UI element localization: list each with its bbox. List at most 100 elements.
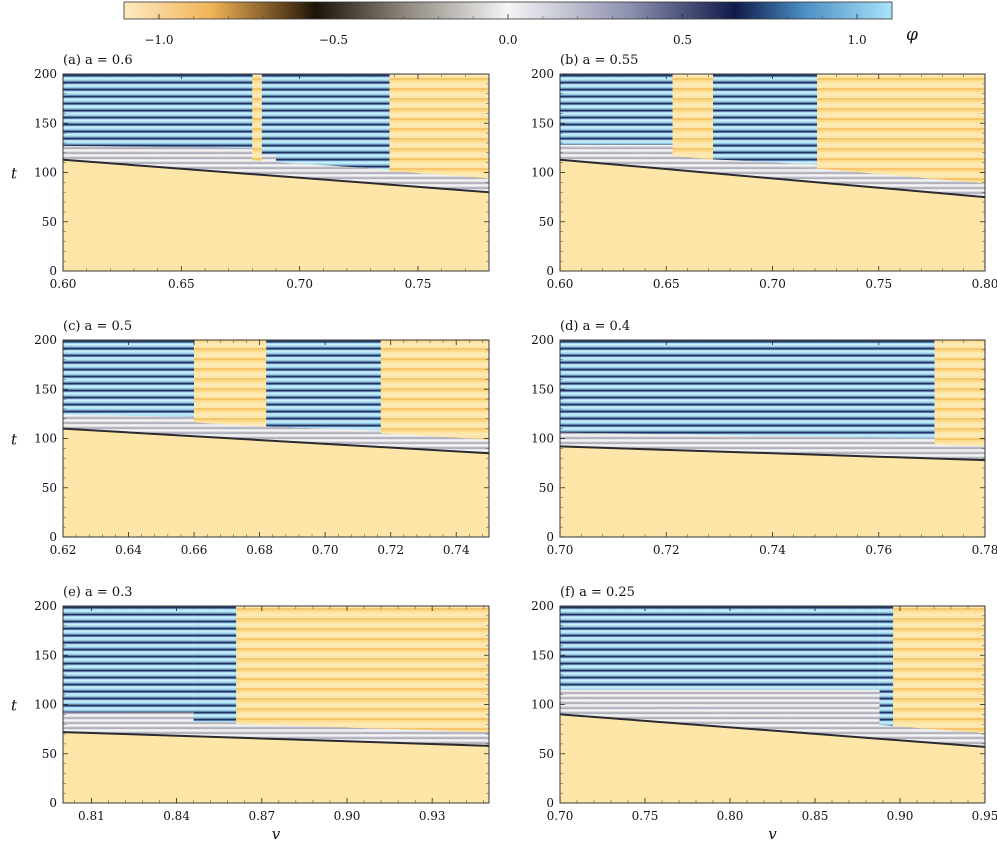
panel-c: 0.62 0.64 0.66 0.68 0.70 0.72 0.74 0 50 100 150 200… xyxy=(11,319,490,557)
ordered-domain xyxy=(389,74,489,179)
transition-band xyxy=(63,145,489,193)
x-tick-label: 0.87 xyxy=(248,809,275,823)
mixed-domain xyxy=(560,689,880,726)
ordered-domain xyxy=(934,340,985,447)
x-tick-label: 0.70 xyxy=(286,277,313,291)
ordered-domain xyxy=(252,74,262,162)
mixed-domain xyxy=(266,426,381,434)
striped-domain xyxy=(63,340,195,417)
x-tick-label: 0.72 xyxy=(377,543,404,557)
y-tick-label: 150 xyxy=(34,116,57,130)
striped-domain xyxy=(560,606,880,690)
x-tick-label: 0.95 xyxy=(972,809,997,823)
transition-band xyxy=(63,414,489,454)
y-tick-label: 0 xyxy=(546,530,554,544)
mixed-domain xyxy=(63,414,195,423)
x-tick-label: 0.74 xyxy=(443,543,470,557)
panel-b: 0.60 0.65 0.70 0.75 0.80 0 50 100 150 200 (b) a = … xyxy=(531,53,997,291)
transition-band xyxy=(63,718,489,746)
colorbar-tick-label: 1.0 xyxy=(848,33,867,47)
y-tick-label: 50 xyxy=(42,215,57,229)
y-tick-label: 150 xyxy=(531,648,554,662)
x-tick-label: 0.84 xyxy=(163,809,190,823)
x-axis-label: v xyxy=(272,825,281,843)
mixed-domain xyxy=(261,154,276,163)
x-tick-label: 0.70 xyxy=(759,277,786,291)
striped-domain xyxy=(560,340,935,439)
y-tick-label: 0 xyxy=(49,264,57,278)
x-tick-label: 0.80 xyxy=(972,277,997,291)
panel-a: 0.60 0.65 0.70 0.75 0 50 100 150 200 (a) a = 0.6 t xyxy=(11,53,490,291)
colorbar-tick-label: −1.0 xyxy=(144,33,173,47)
panel-title: (c) a = 0.5 xyxy=(63,319,132,334)
x-tick-label: 0.74 xyxy=(759,543,786,557)
x-tick-label: 0.64 xyxy=(115,543,142,557)
y-tick-label: 150 xyxy=(34,382,57,396)
panel-title: (d) a = 0.4 xyxy=(560,319,630,334)
striped-domain xyxy=(713,74,818,165)
y-tick-label: 200 xyxy=(531,67,554,81)
striped-domain xyxy=(63,74,253,148)
y-tick-label: 100 xyxy=(531,432,554,446)
x-tick-label: 0.70 xyxy=(547,809,574,823)
mixed-domain xyxy=(193,722,237,724)
y-tick-label: 200 xyxy=(531,333,554,347)
transition-band xyxy=(560,700,985,747)
x-tick-label: 0.75 xyxy=(405,277,432,291)
x-tick-label: 0.76 xyxy=(865,543,892,557)
y-tick-label: 100 xyxy=(531,698,554,712)
transition-band xyxy=(560,145,985,198)
y-tick-label: 200 xyxy=(34,67,57,81)
y-tick-label: 150 xyxy=(531,382,554,396)
mixed-domain xyxy=(713,159,818,169)
striped-domain xyxy=(63,606,194,713)
colorbar-label: φ xyxy=(906,25,918,45)
quench-front xyxy=(63,427,489,455)
y-tick-label: 50 xyxy=(42,747,57,761)
x-tick-label: 0.90 xyxy=(334,809,361,823)
x-tick-label: 0.70 xyxy=(547,543,574,557)
x-tick-label: 0.75 xyxy=(865,277,892,291)
colorbar-tick-label: 0.5 xyxy=(673,33,692,47)
quench-front xyxy=(560,713,985,748)
y-tick-label: 100 xyxy=(531,166,554,180)
quench-front xyxy=(560,445,985,462)
x-tick-label: 0.72 xyxy=(653,543,680,557)
x-tick-label: 0.68 xyxy=(246,543,273,557)
y-axis-label: t xyxy=(11,165,18,183)
y-axis-label: t xyxy=(11,431,18,449)
quench-front xyxy=(63,731,489,747)
y-tick-label: 50 xyxy=(539,215,554,229)
y-tick-label: 50 xyxy=(539,481,554,495)
y-tick-label: 0 xyxy=(49,796,57,810)
panel-e: 0.81 0.84 0.87 0.90 0.93 0 50 100 150 200 (e) a = … xyxy=(11,585,490,843)
y-tick-label: 0 xyxy=(546,796,554,810)
ordered-domain xyxy=(236,606,489,733)
x-tick-label: 0.60 xyxy=(50,277,77,291)
colorbar-tick-label: 0.0 xyxy=(498,33,517,47)
colorbar: −1.0 −0.5 0.0 0.5 1.0 φ xyxy=(123,1,918,47)
x-tick-label: 0.70 xyxy=(312,543,339,557)
mixed-domain xyxy=(560,432,935,445)
x-tick-label: 0.90 xyxy=(887,809,914,823)
panel-title: (f) a = 0.25 xyxy=(560,585,635,600)
mixed-domain xyxy=(560,144,673,156)
ordered-domain xyxy=(893,606,985,734)
y-tick-label: 150 xyxy=(531,116,554,130)
panel-title: (a) a = 0.6 xyxy=(63,53,133,68)
y-tick-label: 100 xyxy=(34,432,57,446)
x-tick-label: 0.85 xyxy=(802,809,829,823)
y-tick-label: 200 xyxy=(531,599,554,613)
y-tick-label: 0 xyxy=(49,530,57,544)
quench-front xyxy=(63,158,489,194)
x-tick-label: 0.65 xyxy=(653,277,680,291)
ordered-domain xyxy=(672,74,713,160)
y-tick-label: 50 xyxy=(539,747,554,761)
striped-domain xyxy=(879,606,894,727)
y-tick-label: 100 xyxy=(34,698,57,712)
panel-f: 0.70 0.75 0.80 0.85 0.90 0.95 0 50 100 150 200 (f) … xyxy=(531,585,997,843)
striped-domain xyxy=(266,340,381,431)
mixed-domain xyxy=(276,162,390,171)
panel-d: 0.70 0.72 0.74 0.76 0.78 0 50 100 150 200 (d) a = … xyxy=(531,319,997,557)
colorbar-tick-label: −0.5 xyxy=(319,33,348,47)
